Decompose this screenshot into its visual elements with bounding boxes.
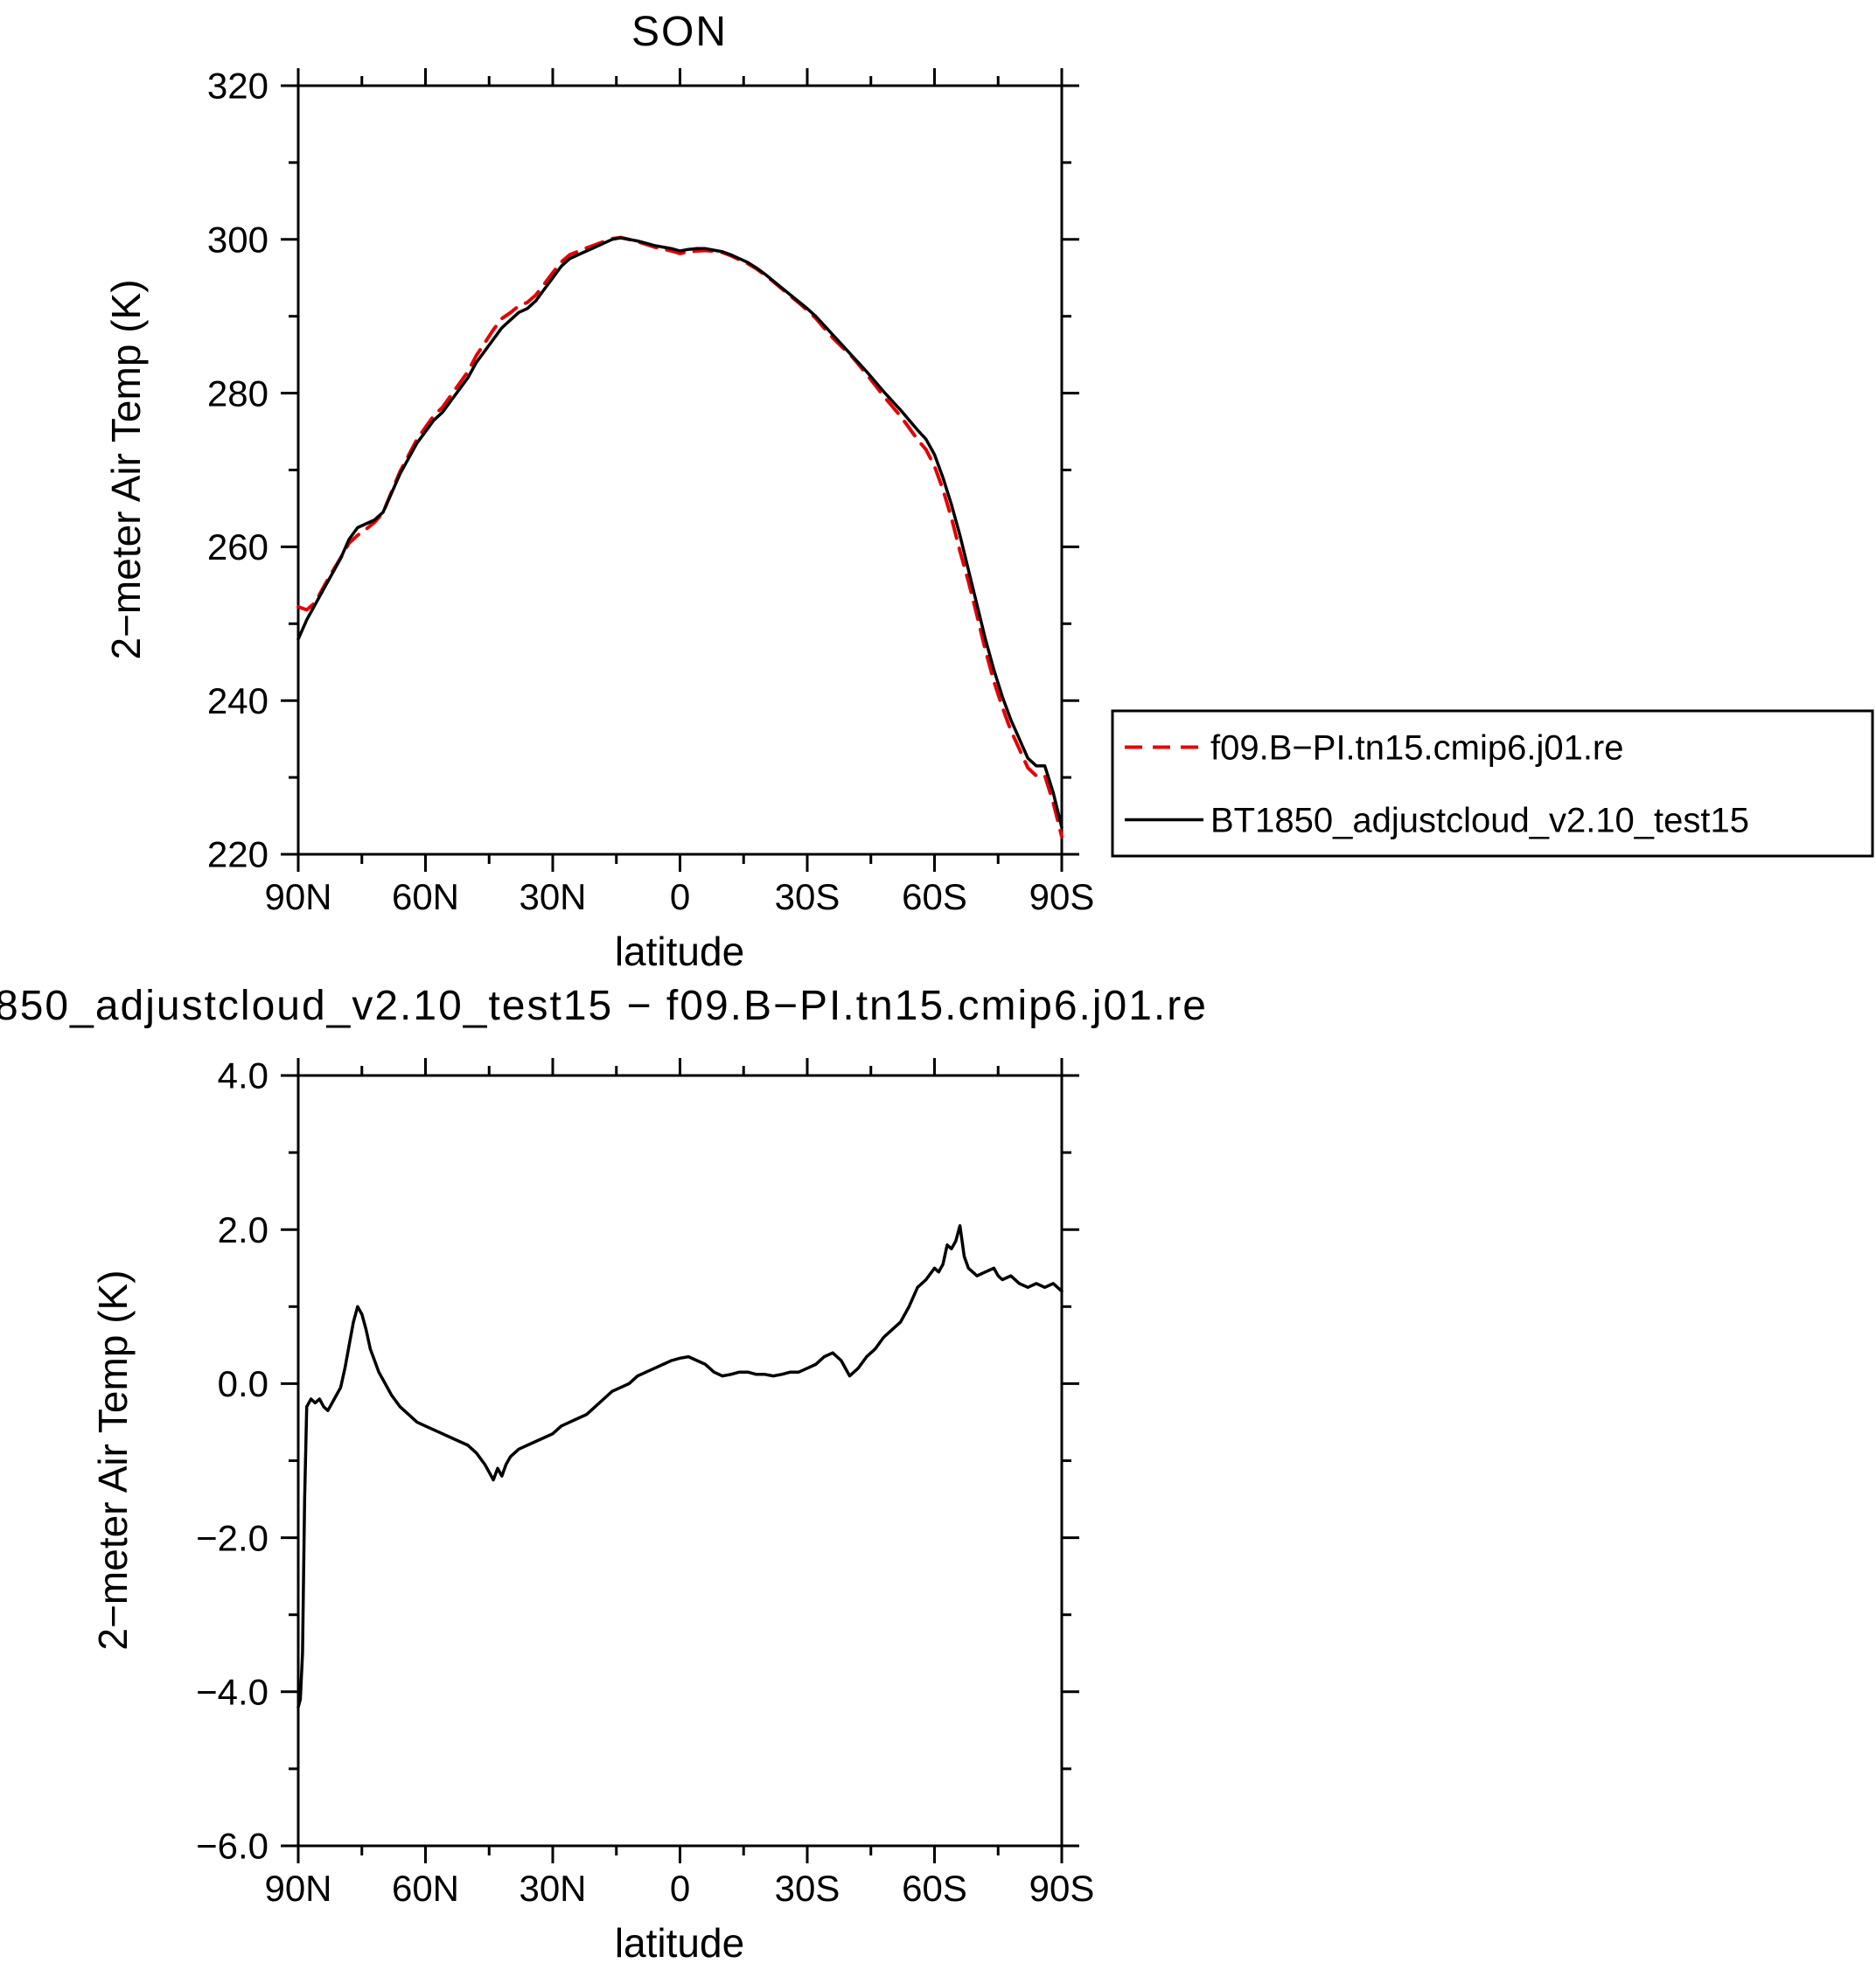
son-zonal-mean-temperature-chart: SON 2−meter Air Temp (K) latitude 90N 60N… [0, 0, 1876, 979]
x-tick-label: 30S [775, 1868, 840, 1909]
x-axis-label: latitude [615, 1920, 744, 1966]
x-tick-label: 90S [1029, 1868, 1095, 1909]
x-tick-label: 30N [519, 876, 586, 917]
x-tick-label: 0 [670, 876, 690, 917]
y-tick-label: 0.0 [218, 1363, 268, 1404]
x-tick-label: 90N [264, 876, 331, 917]
x-axis-label: latitude [615, 929, 744, 974]
x-tick-label: 60S [902, 876, 967, 917]
series-line-diff [296, 1224, 1064, 1709]
plot-frame [296, 84, 1064, 856]
legend: f09.B−PI.tn15.cmip6.j01.re BT1850_adjustc… [1111, 709, 1874, 858]
legend-label-bt1850: BT1850_adjustcloud_v2.10_test15 [1210, 802, 1749, 840]
series-line-f09 [296, 235, 1064, 839]
x-tick-label: 90N [264, 1868, 331, 1909]
y-axis-label: 2−meter Air Temp (K) [90, 1270, 136, 1650]
x-tick-label: 30S [775, 876, 840, 917]
plot-area: 90N 60N 30N 0 30S 60S 90S 320 300 280 260 240 220 [207, 66, 1094, 917]
difference-chart: BT1850_adjustcloud_v2.10_test15 − f09.B−… [0, 979, 1876, 1977]
plot-area: 90N 60N 30N 0 30S 60S 90S 4.0 2.0 0.0 −2.0 −4.0 −6.0 [196, 1055, 1094, 1909]
y-tick-label: −4.0 [196, 1672, 268, 1713]
x-tick-label: 90S [1029, 876, 1095, 917]
y-tick-label: 260 [207, 526, 268, 567]
y-tick-label: 4.0 [218, 1055, 268, 1096]
y-tick-label: 240 [207, 680, 268, 721]
y-axis-label: 2−meter Air Temp (K) [103, 279, 149, 659]
y-tick-label: 220 [207, 834, 268, 875]
y-tick-label: −6.0 [196, 1826, 268, 1867]
y-tick-label: 320 [207, 66, 268, 107]
y-tick-label: 300 [207, 219, 268, 261]
x-tick-label: 60S [902, 1868, 967, 1909]
chart-title: BT1850_adjustcloud_v2.10_test15 − f09.B−… [0, 983, 1208, 1029]
x-tick-label: 60N [392, 876, 459, 917]
x-tick-label: 60N [392, 1868, 459, 1909]
legend-box [1111, 709, 1874, 858]
y-tick-label: −2.0 [196, 1517, 268, 1558]
x-tick-label: 30N [519, 1868, 586, 1909]
y-tick-label: 280 [207, 372, 268, 414]
x-tick-label: 0 [670, 1868, 690, 1909]
chart-title: SON [631, 9, 728, 55]
series-line-bt1850 [296, 236, 1064, 829]
plot-frame [296, 1074, 1064, 1848]
y-tick-label: 2.0 [218, 1209, 268, 1250]
legend-label-f09: f09.B−PI.tn15.cmip6.j01.re [1210, 729, 1624, 768]
